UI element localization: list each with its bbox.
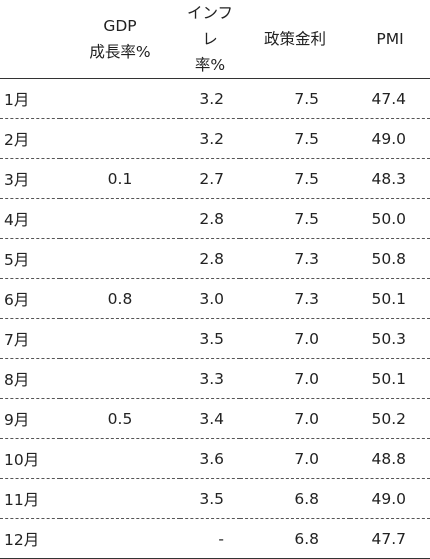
cell-pmi: 50.1 (350, 278, 430, 319)
header-inflation-line2: 率% (194, 56, 226, 74)
cell-gdp-growth (60, 198, 180, 239)
header-month (0, 0, 60, 79)
table-row: 6月 0.8 3.0 7.3 50.1 (0, 278, 430, 319)
table-row: 1月 3.2 7.5 47.4 (0, 78, 430, 119)
cell-month: 9月 (0, 398, 60, 439)
cell-inflation: 2.8 (180, 238, 240, 279)
cell-inflation: 3.6 (180, 438, 240, 479)
cell-policy-rate: 7.0 (240, 358, 350, 399)
cell-month: 4月 (0, 198, 60, 239)
cell-month: 2月 (0, 118, 60, 159)
cell-pmi: 49.0 (350, 478, 430, 519)
cell-pmi: 50.0 (350, 198, 430, 239)
cell-policy-rate: 7.5 (240, 198, 350, 239)
cell-policy-rate: 7.5 (240, 118, 350, 159)
cell-month: 12月 (0, 518, 60, 559)
table-row: 4月 2.8 7.5 50.0 (0, 198, 430, 239)
cell-pmi: 50.8 (350, 238, 430, 279)
cell-policy-rate: 6.8 (240, 478, 350, 519)
cell-policy-rate: 7.5 (240, 78, 350, 119)
table-header: GDP 成長率% インフレ 率% 政策金利 PMI (0, 0, 430, 79)
header-policy-rate: 政策金利 (240, 0, 350, 79)
cell-inflation: 3.5 (180, 318, 240, 359)
header-row: GDP 成長率% インフレ 率% 政策金利 PMI (0, 0, 430, 79)
header-gdp-growth: GDP 成長率% (60, 0, 180, 79)
cell-month: 10月 (0, 438, 60, 479)
cell-policy-rate: 7.5 (240, 158, 350, 199)
cell-policy-rate: 7.0 (240, 318, 350, 359)
cell-month: 8月 (0, 358, 60, 399)
cell-pmi: 48.8 (350, 438, 430, 479)
cell-pmi: 50.3 (350, 318, 430, 359)
cell-month: 3月 (0, 158, 60, 199)
cell-month: 5月 (0, 238, 60, 279)
cell-gdp-growth (60, 438, 180, 479)
cell-inflation: 3.3 (180, 358, 240, 399)
cell-policy-rate: 6.8 (240, 518, 350, 559)
header-gdp-line2: 成長率% (89, 43, 151, 61)
cell-inflation: 2.8 (180, 198, 240, 239)
table-row: 11月 3.5 6.8 49.0 (0, 478, 430, 519)
cell-gdp-growth: 0.5 (60, 398, 180, 439)
cell-pmi: 50.2 (350, 398, 430, 439)
cell-inflation: 3.0 (180, 278, 240, 319)
cell-month: 6月 (0, 278, 60, 319)
cell-gdp-growth: 0.8 (60, 278, 180, 319)
table-row: 9月 0.5 3.4 7.0 50.2 (0, 398, 430, 439)
cell-policy-rate: 7.3 (240, 238, 350, 279)
cell-gdp-growth (60, 478, 180, 519)
cell-pmi: 50.1 (350, 358, 430, 399)
cell-gdp-growth (60, 518, 180, 559)
table-body: 1月 3.2 7.5 47.4 2月 3.2 7.5 49.0 3月 0.1 2.7 7.5 48.3 4… (0, 78, 430, 559)
table-row: 5月 2.8 7.3 50.8 (0, 238, 430, 279)
cell-month: 1月 (0, 78, 60, 119)
table-row: 2月 3.2 7.5 49.0 (0, 118, 430, 159)
header-pmi: PMI (350, 0, 430, 79)
table-row: 12月 -6.8 47.7 (0, 518, 430, 559)
cell-gdp-growth: 0.1 (60, 158, 180, 199)
cell-policy-rate: 7.3 (240, 278, 350, 319)
cell-inflation: 3.2 (180, 118, 240, 159)
cell-policy-rate: 7.0 (240, 398, 350, 439)
header-gdp-line1: GDP (103, 17, 137, 35)
header-inflation: インフレ 率% (180, 0, 240, 79)
cell-inflation: 3.2 (180, 78, 240, 119)
table-row: 3月 0.1 2.7 7.5 48.3 (0, 158, 430, 199)
table-row: 8月 3.3 7.0 50.1 (0, 358, 430, 399)
cell-pmi: 47.4 (350, 78, 430, 119)
cell-month: 11月 (0, 478, 60, 519)
table-row: 10月 3.6 7.0 48.8 (0, 438, 430, 479)
cell-gdp-growth (60, 358, 180, 399)
cell-inflation: 3.5 (180, 478, 240, 519)
cell-gdp-growth (60, 238, 180, 279)
cell-gdp-growth (60, 78, 180, 119)
cell-pmi: 49.0 (350, 118, 430, 159)
cell-month: 7月 (0, 318, 60, 359)
header-inflation-line1: インフレ (186, 4, 234, 48)
cell-gdp-growth (60, 118, 180, 159)
cell-policy-rate: 7.0 (240, 438, 350, 479)
cell-inflation: 3.4 (180, 398, 240, 439)
cell-inflation: - (180, 518, 240, 559)
cell-gdp-growth (60, 318, 180, 359)
table-row: 7月 3.5 7.0 50.3 (0, 318, 430, 359)
cell-pmi: 48.3 (350, 158, 430, 199)
cell-pmi: 47.7 (350, 518, 430, 559)
cell-inflation: 2.7 (180, 158, 240, 199)
